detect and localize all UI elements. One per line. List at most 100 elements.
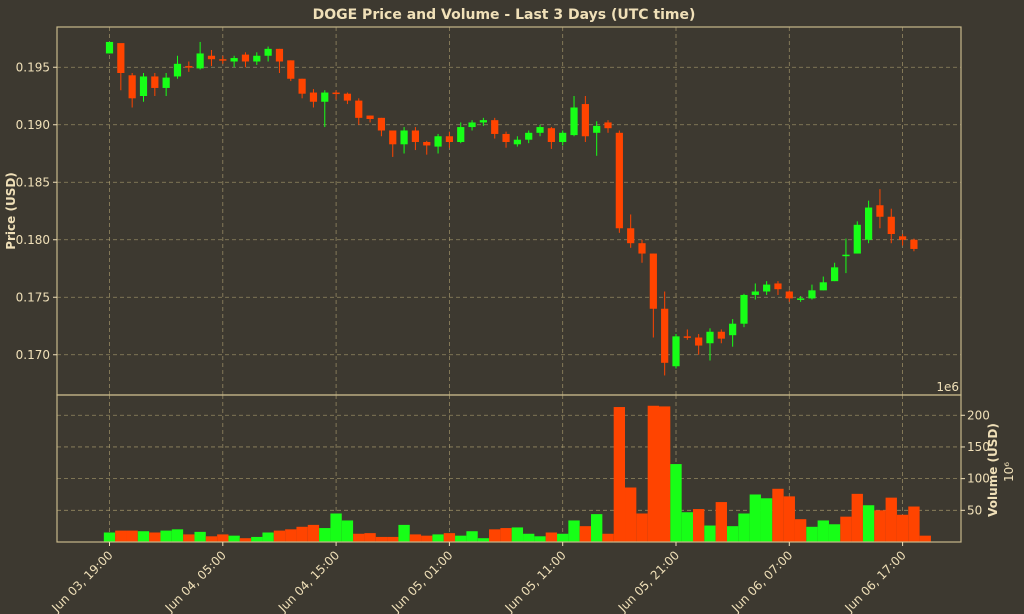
candle-body bbox=[128, 75, 136, 99]
volume-bar bbox=[183, 534, 195, 542]
price-gridlines bbox=[57, 27, 961, 395]
candle-body bbox=[627, 228, 635, 244]
volume-bar bbox=[760, 498, 773, 542]
volume-axis-ticks: 50 100 150 200 bbox=[961, 408, 990, 517]
volume-tick-label: 150 bbox=[967, 440, 990, 454]
candle bbox=[264, 46, 272, 62]
candle bbox=[196, 41, 204, 70]
candle-body bbox=[774, 283, 782, 290]
candle bbox=[128, 73, 136, 108]
volume-bar bbox=[205, 536, 218, 542]
candle-body bbox=[377, 117, 386, 131]
candle-body bbox=[865, 207, 873, 240]
volume-bar bbox=[681, 512, 693, 542]
candle-body bbox=[740, 294, 748, 324]
candle-body bbox=[604, 122, 612, 129]
volume-bar bbox=[602, 533, 614, 542]
volume-bar bbox=[262, 532, 274, 542]
candle bbox=[185, 61, 193, 72]
candle-body bbox=[808, 290, 816, 299]
volume-bar bbox=[432, 534, 444, 542]
volume-bar bbox=[523, 533, 535, 542]
time-tick-label: Jun 03, 19:00 bbox=[48, 548, 115, 614]
candle-body bbox=[570, 107, 578, 136]
volume-bar bbox=[126, 530, 138, 542]
candle bbox=[479, 117, 487, 126]
time-tick-label: Jun 04, 15:00 bbox=[275, 548, 342, 614]
candle-body bbox=[196, 53, 204, 69]
volume-bar bbox=[364, 533, 376, 542]
volume-bar bbox=[919, 535, 931, 542]
candle bbox=[876, 189, 884, 229]
candle-body bbox=[173, 63, 182, 77]
candle bbox=[615, 130, 623, 233]
candle bbox=[173, 55, 182, 79]
candle-body bbox=[615, 132, 623, 229]
candle-body bbox=[819, 282, 827, 291]
volume-bar bbox=[647, 405, 659, 542]
time-tick-label: Jun 04, 05:00 bbox=[162, 548, 229, 614]
candle bbox=[763, 281, 771, 295]
candle bbox=[434, 133, 442, 154]
volume-bar bbox=[794, 519, 807, 542]
candle bbox=[241, 52, 250, 68]
candle-body bbox=[763, 284, 771, 292]
price-tick-label: 0.175 bbox=[16, 290, 50, 304]
candle-body bbox=[683, 336, 691, 338]
candle-body bbox=[400, 130, 408, 145]
volume-bar bbox=[285, 529, 297, 542]
volume-bar bbox=[387, 536, 399, 542]
candle bbox=[355, 98, 363, 125]
candle-body bbox=[434, 136, 442, 147]
volume-bar bbox=[171, 529, 184, 542]
candle bbox=[797, 296, 805, 302]
candle-body bbox=[536, 127, 544, 133]
candle-body bbox=[785, 291, 793, 299]
volume-bar bbox=[579, 526, 592, 542]
candle bbox=[910, 238, 918, 252]
candle bbox=[253, 52, 261, 65]
time-tick-label: Jun 05, 11:00 bbox=[502, 548, 569, 614]
candle bbox=[117, 43, 125, 91]
volume-bar bbox=[568, 520, 580, 542]
candle bbox=[423, 140, 431, 155]
volume-tick-label: 100 bbox=[967, 472, 990, 486]
candle bbox=[638, 239, 646, 263]
candle bbox=[366, 115, 374, 123]
candle bbox=[547, 127, 555, 149]
candle-body bbox=[264, 48, 272, 56]
candle bbox=[808, 284, 816, 300]
volume-bar bbox=[160, 530, 172, 542]
volume-bar bbox=[296, 526, 308, 542]
volume-bar bbox=[375, 536, 388, 542]
candle-body bbox=[253, 55, 261, 62]
candle bbox=[649, 253, 657, 338]
candle bbox=[729, 319, 737, 347]
volume-bar bbox=[659, 406, 671, 542]
volume-bar bbox=[613, 407, 626, 542]
candle bbox=[831, 262, 839, 282]
volume-bar bbox=[557, 533, 569, 542]
chart-title: DOGE Price and Volume - Last 3 Days (UTC… bbox=[313, 7, 696, 23]
candle-body bbox=[706, 331, 714, 344]
volume-bar bbox=[896, 514, 909, 542]
price-tick-label: 0.190 bbox=[16, 118, 50, 132]
candle-body bbox=[842, 254, 850, 257]
candle bbox=[377, 117, 386, 137]
candle-body bbox=[695, 337, 703, 346]
candle-body bbox=[649, 253, 657, 309]
candle-body bbox=[207, 55, 216, 60]
candle-body bbox=[513, 139, 521, 145]
candle-body bbox=[593, 125, 601, 133]
candle-body bbox=[355, 100, 363, 118]
time-tick-label: Jun 06, 17:00 bbox=[842, 548, 909, 614]
volume-bar bbox=[455, 535, 467, 542]
volume-bar bbox=[398, 524, 410, 542]
volume-bar bbox=[738, 513, 750, 542]
volume-bar bbox=[874, 510, 886, 542]
volume-bar bbox=[251, 536, 263, 542]
candle bbox=[853, 221, 861, 254]
volume-bar bbox=[625, 487, 637, 542]
volume-bar bbox=[908, 506, 920, 542]
